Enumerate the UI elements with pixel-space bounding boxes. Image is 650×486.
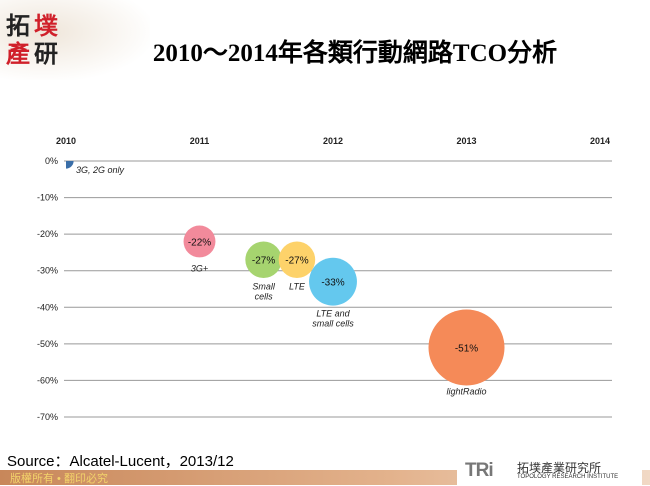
- logo-char: 拓: [6, 11, 30, 40]
- bubble: [245, 241, 282, 278]
- bubble-value-label: -22%: [188, 237, 211, 248]
- copyright: 版權所有 • 翻印必究: [10, 473, 108, 485]
- logo: 拓 墣 產 研: [6, 6, 64, 68]
- x-tick-label: 2013: [456, 136, 476, 146]
- y-tick-label: -70%: [37, 412, 58, 422]
- bubble: [66, 161, 74, 169]
- y-tick-label: -50%: [37, 339, 58, 349]
- brand-en: TOPOLOGY RESEARCH INSTITUTE: [517, 474, 619, 480]
- y-tick-label: -20%: [37, 229, 58, 239]
- bubble-name-label: 3G, 2G only: [76, 165, 125, 175]
- brand-cn: 拓墣產業研究所: [517, 461, 602, 475]
- bubble: [309, 257, 357, 306]
- x-tick-label: 2014: [590, 136, 610, 146]
- bubble-name-label: 3G+: [191, 263, 208, 273]
- logo-char: 研: [34, 39, 58, 68]
- bubble-value-label: -33%: [321, 278, 344, 289]
- page-title: 2010～2014年各類行動網路TCO分析: [152, 40, 558, 67]
- brand-logo: TRi 拓墣產業研究所 TOPOLOGY RESEARCH INSTITUTE: [457, 456, 642, 485]
- bubble-name-label: lightRadio: [446, 387, 486, 397]
- y-tick-label: 0%: [45, 156, 58, 166]
- y-tick-label: -10%: [37, 193, 58, 203]
- x-tick-label: 2010: [56, 136, 76, 146]
- x-tick-label: 2011: [190, 136, 210, 146]
- y-tick-label: -40%: [37, 302, 58, 312]
- source-note: Source：Alcatel-Lucent，2013/12: [7, 453, 234, 470]
- logo-char: 產: [6, 39, 30, 68]
- bubble-value-label: -27%: [285, 256, 308, 267]
- logo-char: 墣: [34, 11, 58, 40]
- background-map: [0, 0, 150, 80]
- bubble: [428, 309, 505, 386]
- bubble-name-label: LTE and small cells: [312, 309, 354, 329]
- x-tick-label: 2012: [323, 136, 343, 146]
- bubble-value-label: -51%: [455, 344, 478, 355]
- bubble-name-label: Small cells: [252, 282, 276, 302]
- bubble: [183, 225, 216, 258]
- brand-mark: TRi: [465, 460, 494, 481]
- y-tick-label: -30%: [37, 266, 58, 276]
- bubble-value-label: -27%: [252, 256, 275, 267]
- y-tick-label: -60%: [37, 375, 58, 385]
- bubble: [278, 241, 316, 278]
- bubble-name-label: LTE: [289, 282, 306, 292]
